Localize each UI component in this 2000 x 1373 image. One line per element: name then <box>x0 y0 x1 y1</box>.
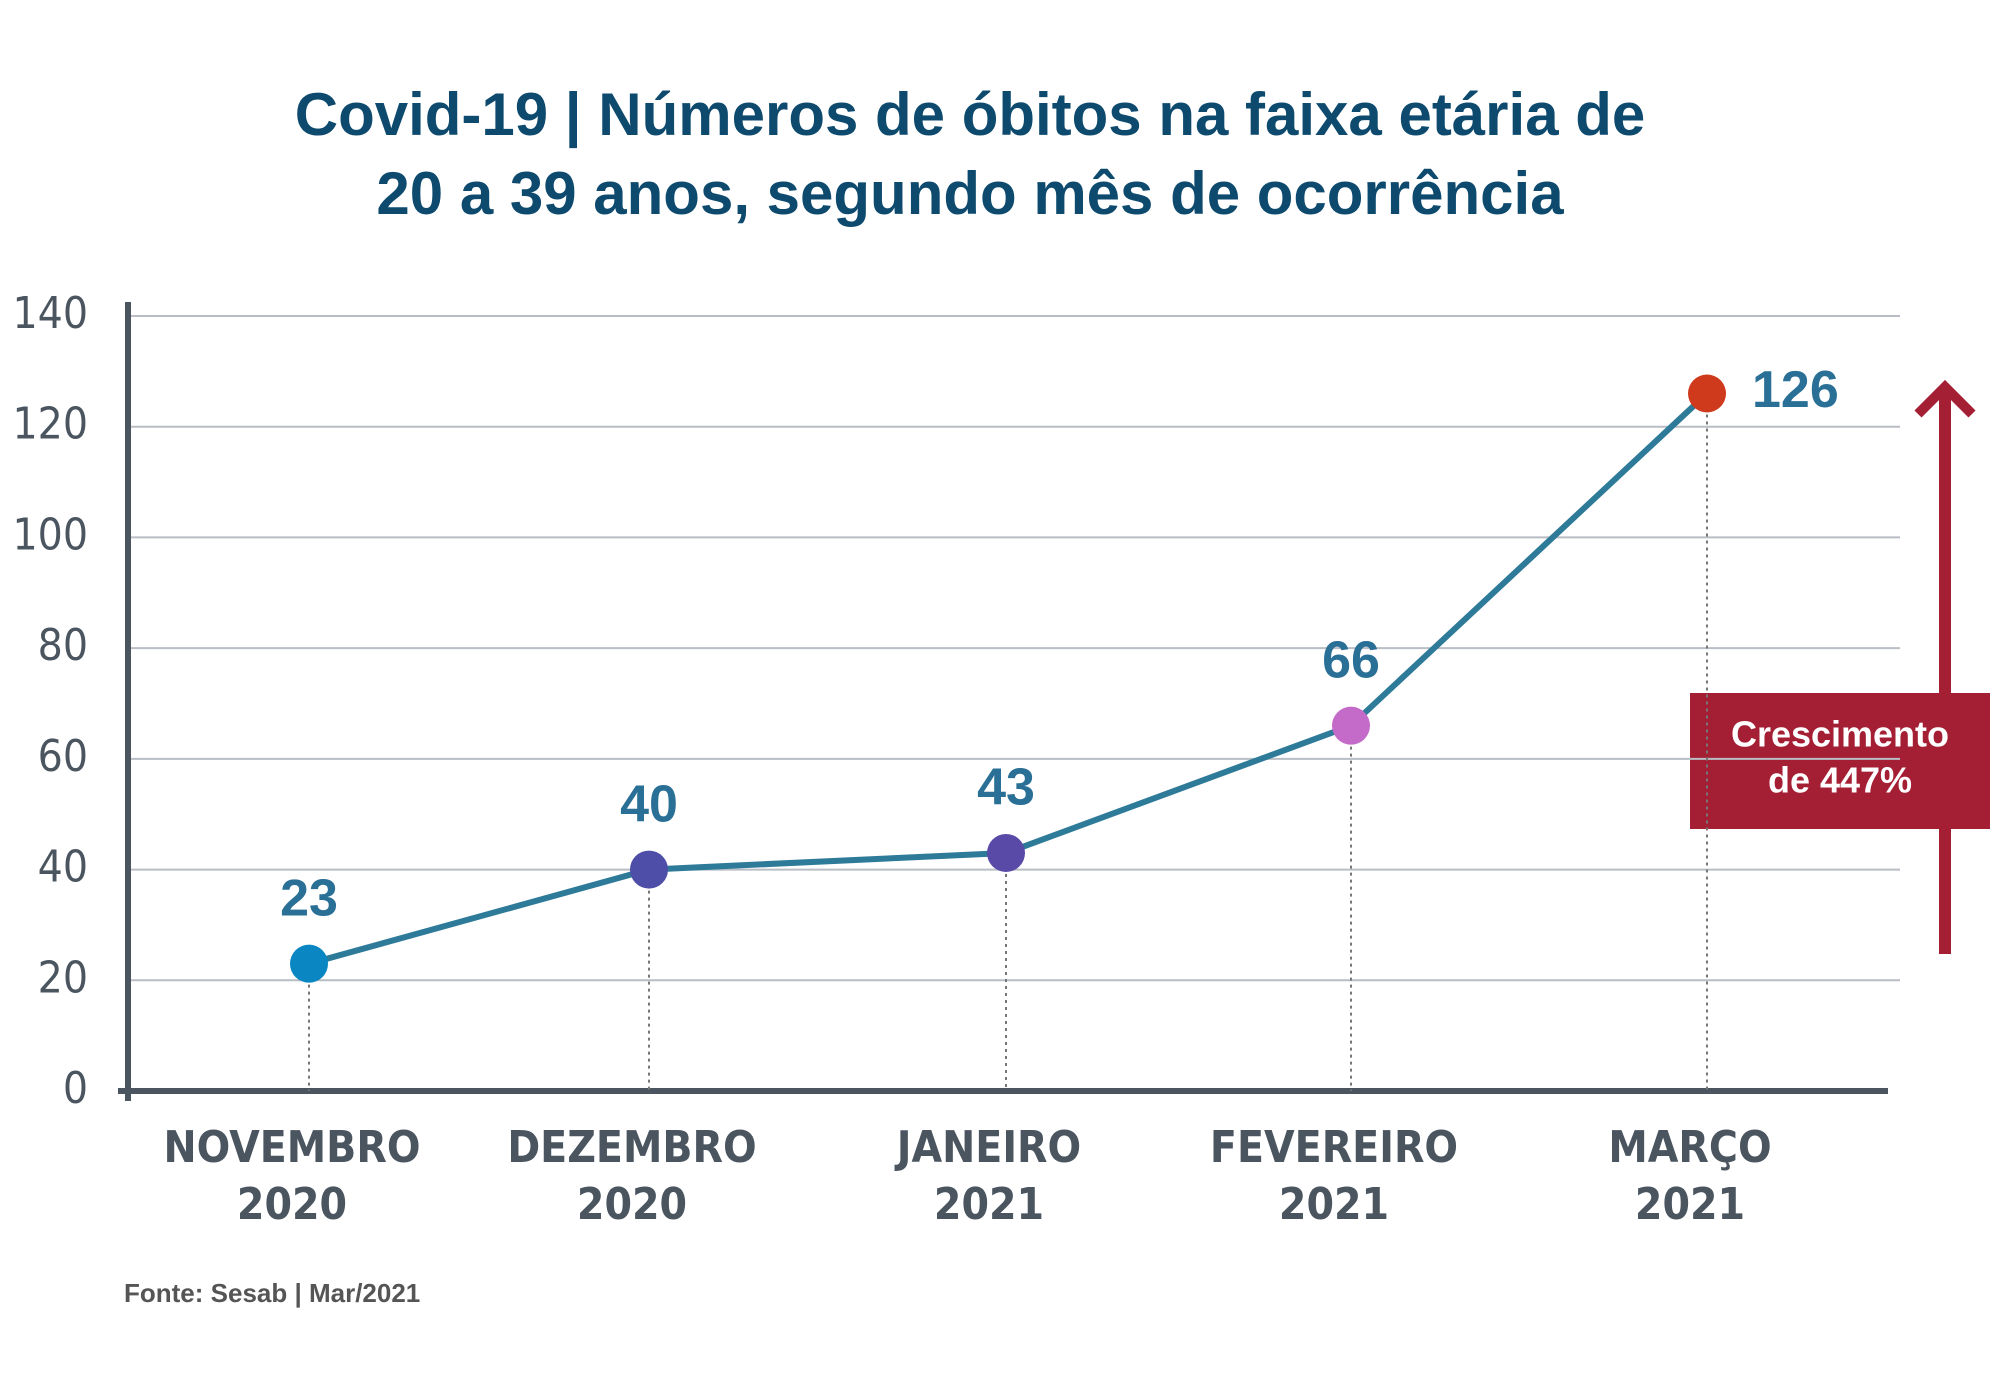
y-tick-label: 100 <box>12 509 88 560</box>
chart-title: 20 a 39 anos, segundo mês de ocorrência <box>376 160 1564 227</box>
chart-title: Covid-19 | Números de óbitos na faixa et… <box>295 81 1646 149</box>
x-tick-label: 2020 <box>577 1179 687 1230</box>
x-tick-label: DEZEMBRO <box>507 1122 756 1173</box>
data-point <box>630 850 668 889</box>
y-tick-label: 120 <box>12 399 88 450</box>
y-tick-label: 80 <box>38 620 88 671</box>
x-tick-label: 2021 <box>934 1179 1044 1230</box>
x-tick-label: MARÇO <box>1608 1122 1771 1173</box>
data-line <box>308 391 1710 967</box>
x-tick-label: 2020 <box>237 1179 347 1230</box>
value-label: 126 <box>1752 361 1839 419</box>
x-tick-label: 2021 <box>1635 1179 1745 1230</box>
y-tick-label: 20 <box>38 952 88 1003</box>
x-tick-label: NOVEMBRO <box>164 1122 421 1173</box>
x-tick-label: 2021 <box>1279 1179 1389 1230</box>
value-label: 66 <box>1322 631 1380 689</box>
annotation: Crescimento <box>1731 714 1949 755</box>
annotation: de 447% <box>1768 760 1912 801</box>
data-point <box>987 833 1025 872</box>
y-tick-label: 0 <box>63 1063 88 1114</box>
data-point <box>1332 706 1370 745</box>
value-label: 43 <box>977 759 1035 817</box>
x-tick-label: JANEIRO <box>894 1122 1081 1173</box>
y-tick-label: 40 <box>38 842 88 893</box>
y-tick-label: 60 <box>38 731 88 782</box>
data-point <box>290 944 328 983</box>
annotation-box <box>1690 693 1990 829</box>
x-tick-label: FEVEREIRO <box>1210 1122 1458 1173</box>
data-point <box>1688 374 1726 413</box>
source: Fonte: Sesab | Mar/2021 <box>124 1278 420 1308</box>
value-label: 40 <box>620 775 678 833</box>
value-label: 23 <box>280 869 338 927</box>
growth-arrow-head <box>1914 379 1976 418</box>
y-tick-label: 140 <box>12 288 88 339</box>
